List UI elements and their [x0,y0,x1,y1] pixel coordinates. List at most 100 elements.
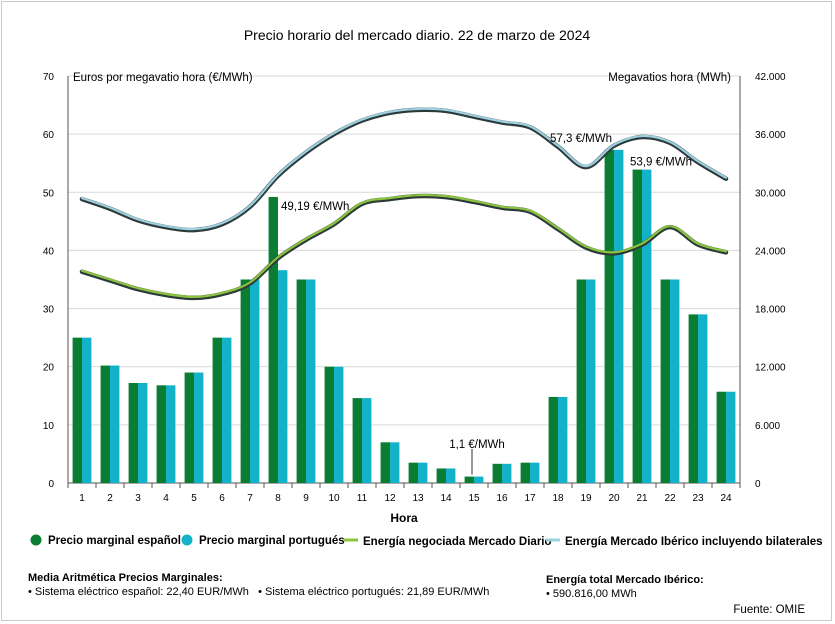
bar-spanish-price [72,337,82,483]
bar-portuguese-price [306,279,316,483]
annotation-price-hour-21: 53,9 €/MWh [630,157,692,169]
y-tick-label-left: 30 [43,305,55,316]
bar-spanish-price [184,372,194,483]
x-tick-label: 4 [163,493,169,504]
x-tick-label: 21 [636,493,648,504]
bar-spanish-price [352,398,362,483]
bar-spanish-price [632,169,642,484]
bar-spanish-price [156,385,166,483]
legend-item-energy-daily: Energía negociada Mercado Diario [344,534,552,548]
y-tick-label-right: 42.000 [755,72,786,83]
y-tick-label-left: 0 [48,479,54,490]
bar-portuguese-price [390,442,400,483]
x-tick-label: 23 [692,493,704,504]
bar-portuguese-price [362,398,372,483]
y-tick-label-right: 12.000 [755,363,786,374]
total-energy-title: Energía total Mercado Ibérico: [546,574,704,586]
bar-portuguese-price [586,279,596,483]
x-tick-label: 2 [107,493,113,504]
bar-portuguese-price [726,391,736,483]
bar-portuguese-price [278,270,288,483]
bar-portuguese-price [110,365,120,483]
average-prices: Media Aritmética Precios Marginales: • S… [28,572,489,598]
x-tick-label: 22 [664,493,676,504]
bar-portuguese-price [558,396,568,483]
bar-spanish-price [576,279,586,483]
bar-spanish-price [128,382,138,483]
total-energy-value-line: • 590.816,00 MWh [546,588,637,600]
x-axis-label: Hora [390,511,418,525]
x-tick-label: 7 [247,493,253,504]
x-tick-label: 11 [357,493,368,504]
bar-portuguese-price [418,462,428,483]
average-prices-title: Media Aritmética Precios Marginales: [28,572,223,584]
y-tick-label-left: 50 [43,188,55,199]
x-tick-label: 14 [440,493,452,504]
y-tick-label-left: 20 [43,363,55,374]
chart-title: Precio horario del mercado diario. 22 de… [244,27,591,43]
line-energy-daily [80,193,728,299]
y-tick-label-right: 30.000 [755,188,786,199]
y-tick-label-right: 0 [755,479,761,490]
bar-spanish-price [464,476,474,483]
bar-portuguese-price [502,463,512,483]
y-tick-label-left: 10 [43,421,55,432]
bar-spanish-price [380,442,390,483]
y-axis-label-right: Megavatios hora (MWh) [608,72,731,84]
y-tick-label-right: 18.000 [755,305,786,316]
legend-item-portuguese: Precio marginal portugués [181,534,345,547]
annotation-price-hour-15: 1,1 €/MWh [449,439,505,451]
bar-spanish-price [436,468,446,483]
bar-portuguese-price [334,366,344,483]
legend-label-energy-daily: Energía negociada Mercado Diario [363,536,552,548]
x-tick-label: 3 [135,493,141,504]
x-tick-label: 5 [191,493,197,504]
bar-spanish-price [100,365,110,483]
bar-spanish-price [212,337,222,483]
legend-swatch-portuguese [181,534,193,546]
bar-spanish-price [268,196,278,483]
chart-svg: Precio horario del mercado diario. 22 de… [43,27,786,525]
legend-item-energy-iberian: Energía Mercado Ibérico incluyendo bilat… [546,534,823,548]
bar-portuguese-price [138,382,148,483]
bar-portuguese-price [698,314,708,483]
x-tick-label: 24 [720,493,732,504]
bar-spanish-price [520,462,530,483]
annotation-price-hour-20: 57,3 €/MWh [550,133,612,145]
bar-spanish-price [240,279,250,483]
bar-portuguese-price [614,149,624,483]
average-price-spain-text: Sistema eléctrico español: 22,40 EUR/MWh [34,586,249,598]
y-tick-label-right: 6.000 [755,421,780,432]
average-price-portugal-text: Sistema eléctrico portugués: 21,89 EUR/M… [264,586,490,598]
bar-portuguese-price [250,279,260,483]
bar-portuguese-price [222,337,232,483]
x-tick-label: 17 [524,493,536,504]
bar-portuguese-price [530,462,540,483]
legend-item-spanish: Precio marginal español [30,534,181,547]
legend-swatch-spanish [30,534,42,546]
x-tick-label: 13 [412,493,424,504]
total-energy-value: 590.816,00 MWh [552,588,637,600]
x-tick-label: 20 [608,493,620,504]
bar-portuguese-price [474,476,484,483]
legend-label-energy-iberian: Energía Mercado Ibérico incluyendo bilat… [565,536,823,548]
total-energy: Energía total Mercado Ibérico: • 590.816… [546,574,704,600]
bar-spanish-price [492,463,502,483]
x-tick-label: 16 [496,493,508,504]
y-tick-label-left: 40 [43,246,55,257]
legend-swatch-energy-iberian [546,538,560,542]
average-price-spain: • Sistema eléctrico español: 22,40 EUR/M… [28,586,490,598]
line-energy-daily-shadow [79,193,729,301]
x-tick-label: 12 [384,493,396,504]
bar-portuguese-price [166,385,176,483]
annotation-price-hour-8: 49,19 €/MWh [281,201,349,213]
y-tick-label-left: 60 [43,130,55,141]
bar-spanish-price [716,391,726,483]
bar-spanish-price [548,396,558,483]
bar-portuguese-price [446,468,456,483]
x-tick-label: 9 [303,493,309,504]
x-tick-label: 10 [328,493,340,504]
legend-label-spanish: Precio marginal español [48,535,181,547]
bar-spanish-price [604,149,614,483]
line-energy-iberian-shadow [79,107,729,233]
